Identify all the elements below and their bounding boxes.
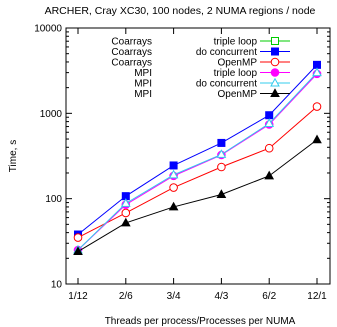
legend-swatch-marker	[271, 47, 279, 56]
legend-label-group: MPI	[134, 68, 152, 79]
data-point	[313, 60, 321, 69]
data-point	[169, 161, 178, 170]
y-axis-label: Time, s	[8, 140, 19, 172]
data-point	[264, 118, 275, 128]
legend-label-group: Coarrays	[111, 47, 152, 58]
plot-frame	[65, 27, 331, 285]
y-tick-label: 10000	[34, 24, 62, 35]
x-tick-label: 12/1	[307, 291, 327, 302]
data-point	[265, 111, 274, 120]
series-layer	[73, 60, 322, 256]
data-point	[216, 189, 227, 198]
x-tick-label: 3/4	[167, 291, 181, 302]
data-point	[217, 162, 226, 172]
data-point	[217, 138, 226, 147]
data-point	[312, 134, 322, 144]
legend-label-group: MPI	[134, 89, 152, 100]
data-point	[312, 102, 322, 111]
legend-swatch-marker	[270, 88, 280, 97]
x-axis: 1/12 2/6 3/4 4/3 6/2 12/1	[68, 28, 327, 302]
y-tick-label: 100	[45, 194, 62, 205]
legend-swatch-marker	[270, 57, 280, 67]
legend-label-method: do concurrent	[196, 47, 257, 58]
series-line	[77, 73, 318, 251]
data-point	[168, 169, 179, 179]
legend-label-method: OpenMP	[218, 58, 258, 69]
data-point	[120, 198, 131, 207]
series-5	[73, 134, 322, 256]
chart-title: ARCHER, Cray XC30, 100 nodes, 2 NUMA reg…	[45, 5, 316, 17]
data-point	[73, 233, 83, 242]
data-point	[120, 217, 131, 227]
legend-label-group: MPI	[134, 79, 152, 90]
data-point	[73, 246, 83, 256]
y-tick-label: 1000	[40, 109, 63, 120]
series-2	[73, 102, 322, 242]
data-point	[169, 183, 178, 192]
y-tick-label: 10	[51, 280, 63, 291]
series-line	[77, 64, 318, 235]
legend: Coarrays triple loop Coarrays do concurrent…	[111, 37, 290, 100]
data-point	[121, 208, 131, 218]
legend-label-method: OpenMP	[218, 89, 258, 100]
data-point	[216, 149, 227, 158]
series-4	[73, 67, 322, 254]
x-axis-label: Threads per process/Processes per NUMA	[105, 316, 296, 327]
data-point	[264, 170, 275, 180]
data-point	[312, 67, 322, 77]
legend-swatch-marker	[270, 77, 280, 87]
legend-swatch-marker	[270, 68, 280, 77]
series-line	[77, 106, 318, 239]
legend-label-group: Coarrays	[111, 37, 152, 48]
data-point	[168, 201, 179, 211]
legend-label-method: do concurrent	[196, 79, 257, 90]
legend-label-method: triple loop	[214, 68, 258, 79]
series-line	[77, 139, 318, 252]
series-line	[77, 72, 318, 251]
data-point	[264, 143, 274, 153]
legend-label-group: Coarrays	[111, 58, 152, 69]
x-tick-label: 1/12	[68, 291, 88, 302]
series-3	[73, 69, 322, 255]
x-tick-label: 6/2	[262, 291, 276, 302]
y-axis: 10 100 1000 10000	[34, 24, 330, 291]
legend-swatch-marker	[271, 37, 279, 45]
x-tick-label: 4/3	[214, 291, 228, 302]
legend-label-method: triple loop	[214, 37, 258, 48]
x-tick-label: 2/6	[119, 291, 133, 302]
